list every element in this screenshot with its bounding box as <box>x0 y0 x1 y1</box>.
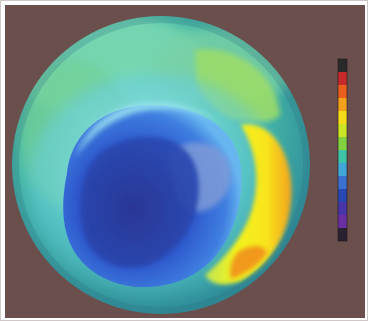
color-scale-swatch <box>338 72 347 85</box>
globe <box>12 16 310 314</box>
color-scale-swatch <box>338 176 347 189</box>
ozone-visualization <box>5 5 365 318</box>
color-scale-swatch <box>338 228 347 241</box>
color-scale-swatch <box>338 59 347 72</box>
color-scale-swatch <box>338 189 347 202</box>
color-scale-swatch <box>338 98 347 111</box>
color-scale-swatch <box>338 85 347 98</box>
color-scale-swatch <box>338 163 347 176</box>
ozone-map-canvas <box>5 5 365 318</box>
color-scale-border <box>337 58 348 242</box>
color-scale-swatch <box>338 124 347 137</box>
color-scale <box>337 58 348 242</box>
color-scale-swatch <box>338 202 347 215</box>
color-scale-swatch <box>338 111 347 124</box>
color-scale-swatch <box>338 137 347 150</box>
color-scale-swatch <box>338 215 347 228</box>
color-scale-swatch <box>338 150 347 163</box>
